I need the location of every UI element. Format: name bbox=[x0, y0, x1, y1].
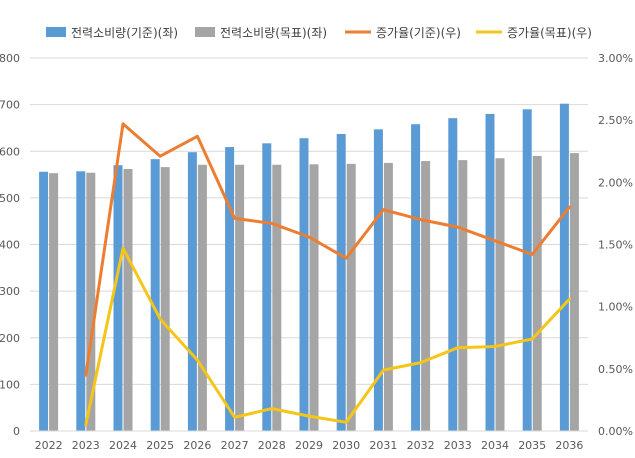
bar-target bbox=[123, 168, 133, 431]
bar-baseline bbox=[39, 171, 49, 431]
x-tick-label: 2029 bbox=[295, 439, 323, 452]
bar-target bbox=[421, 161, 431, 431]
bar-baseline bbox=[485, 113, 495, 431]
y-left-tick-label: 200 bbox=[0, 332, 20, 345]
bar-baseline bbox=[225, 147, 235, 431]
legend-swatch bbox=[195, 27, 215, 37]
x-tick-label: 2026 bbox=[183, 439, 211, 452]
bar-target bbox=[495, 158, 505, 431]
line-growth-baseline bbox=[84, 122, 571, 377]
x-tick-label: 2023 bbox=[72, 439, 100, 452]
x-tick-label: 2030 bbox=[332, 439, 360, 452]
x-tick-label: 2035 bbox=[518, 439, 546, 452]
bar-baseline bbox=[559, 103, 569, 431]
legend-item: 증가율(목표)(우) bbox=[476, 26, 592, 40]
y-left-tick-label: 0 bbox=[13, 425, 20, 438]
bar-target bbox=[49, 173, 59, 431]
x-tick-label: 2022 bbox=[35, 439, 63, 452]
bar-baseline bbox=[113, 165, 123, 432]
bar-target bbox=[235, 164, 245, 432]
x-tick-label: 2031 bbox=[369, 439, 397, 452]
x-tick-label: 2036 bbox=[555, 439, 583, 452]
legend-label: 전력소비량(목표)(좌) bbox=[220, 26, 327, 40]
bar-baseline bbox=[373, 129, 383, 431]
bar-baseline bbox=[262, 143, 272, 432]
x-tick-label: 2025 bbox=[146, 439, 174, 452]
x-tick-label: 2027 bbox=[221, 439, 249, 452]
bar-target bbox=[383, 162, 393, 431]
y-left-tick-label: 400 bbox=[0, 239, 20, 252]
bar-baseline bbox=[336, 133, 346, 431]
bar-baseline bbox=[76, 171, 86, 431]
bar-target bbox=[309, 164, 319, 431]
x-tick-label: 2028 bbox=[258, 439, 286, 452]
x-tick-label: 2033 bbox=[444, 439, 472, 452]
x-tick-label: 2032 bbox=[407, 439, 435, 452]
y-right-tick-label: 0.50% bbox=[598, 363, 633, 376]
legend-item: 전력소비량(목표)(좌) bbox=[195, 26, 327, 40]
y-left-tick-label: 300 bbox=[0, 285, 20, 298]
legend-item: 증가율(기준)(우) bbox=[345, 26, 461, 40]
bar-target bbox=[86, 172, 96, 431]
y-right-tick-label: 2.50% bbox=[598, 114, 633, 127]
bar-target bbox=[532, 155, 542, 431]
y-left-tick-label: 100 bbox=[0, 378, 20, 391]
x-tick-label: 2024 bbox=[109, 439, 137, 452]
bar-baseline bbox=[299, 138, 309, 431]
bar-target bbox=[272, 164, 282, 432]
legend-label: 증가율(목표)(우) bbox=[507, 26, 592, 40]
legend-swatch bbox=[46, 27, 66, 37]
legend-label: 증가율(기준)(우) bbox=[376, 26, 461, 40]
y-left-tick-label: 700 bbox=[0, 99, 20, 112]
y-left-tick-label: 500 bbox=[0, 192, 20, 205]
legend-item: 전력소비량(기준)(좌) bbox=[46, 26, 178, 40]
bar-baseline bbox=[522, 109, 532, 431]
line-growth-target bbox=[84, 246, 571, 427]
bar-baseline bbox=[187, 152, 197, 431]
x-tick-label: 2034 bbox=[481, 439, 509, 452]
bar-baseline bbox=[448, 118, 458, 432]
bar-baseline bbox=[411, 124, 421, 432]
bar-target bbox=[346, 163, 356, 431]
bar-target bbox=[197, 164, 207, 432]
bar-target bbox=[569, 153, 579, 432]
y-left-tick-label: 800 bbox=[0, 52, 20, 65]
legend: 전력소비량(기준)(좌) 전력소비량(목표)(좌) 증가율(기준)(우) 증가율(목표… bbox=[46, 26, 592, 40]
y-left-tick-label: 600 bbox=[0, 145, 20, 158]
bar-target bbox=[160, 167, 170, 432]
y-right-tick-label: 0.00% bbox=[598, 425, 633, 438]
y-right-tick-label: 1.00% bbox=[598, 301, 633, 314]
y-right-tick-label: 3.00% bbox=[598, 52, 633, 65]
y-right-tick-label: 1.50% bbox=[598, 239, 633, 252]
legend-label: 전력소비량(기준)(좌) bbox=[71, 26, 178, 40]
bar-baseline bbox=[150, 159, 160, 431]
bar-target bbox=[458, 160, 468, 431]
y-right-tick-label: 2.00% bbox=[598, 176, 633, 189]
